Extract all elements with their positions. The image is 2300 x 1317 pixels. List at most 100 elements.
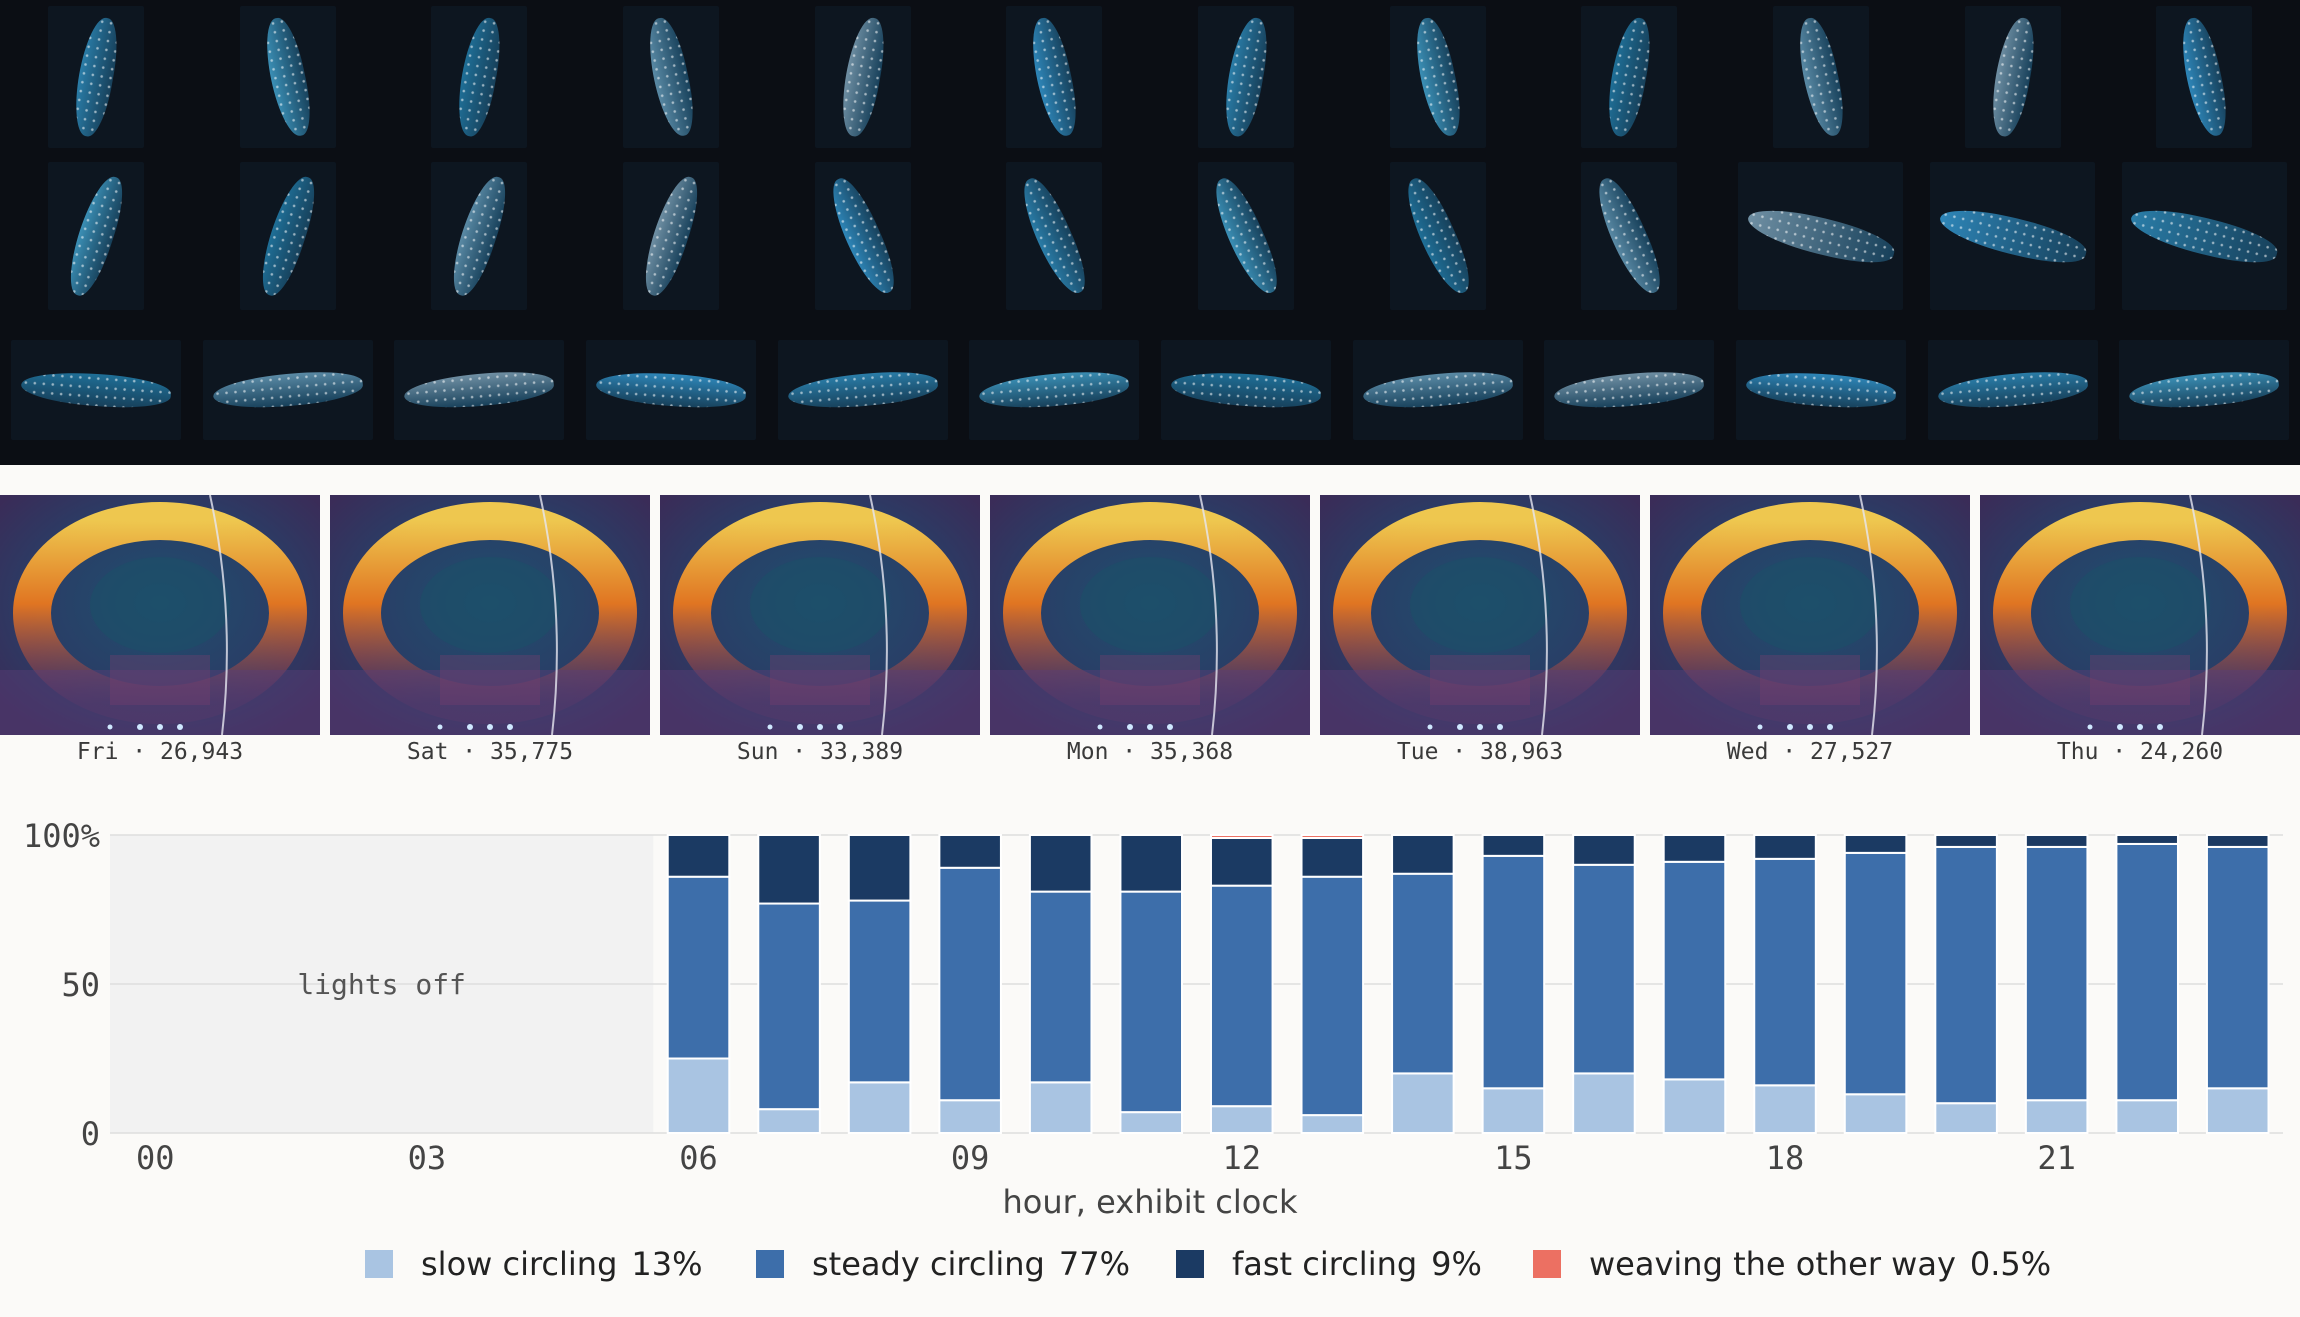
bar-segment-slow-circling (2024, 1099, 2089, 1134)
heatmap-thu[interactable] (1980, 495, 2300, 735)
shark-thumbnail[interactable] (202, 340, 373, 440)
shark-thumbnail[interactable] (1581, 6, 1678, 148)
shark-thumbnail[interactable] (2119, 340, 2290, 440)
shark-thumbnail[interactable] (431, 6, 528, 148)
legend-share-slow: 13% (631, 1245, 703, 1283)
shark-thumbnail[interactable] (1927, 340, 2098, 440)
shark-thumbnail[interactable] (1197, 162, 1294, 310)
bar-segment-slow-circling (1662, 1078, 1727, 1134)
shark-thumbnail[interactable] (1930, 162, 2095, 310)
shark-thumbnail[interactable] (2121, 162, 2287, 310)
bar-segment-weaving-the-other-way (1209, 834, 1274, 839)
bar-segment-slow-circling (1391, 1072, 1455, 1134)
shark-thumbnail[interactable] (585, 340, 756, 440)
bar-segment-steady-circling (1209, 884, 1274, 1108)
heatmap-mon[interactable] (990, 495, 1310, 735)
bar-segment-fast-circling (2024, 834, 2089, 848)
shark-silhouette (2127, 200, 2282, 272)
shark-thumbnail[interactable] (1581, 162, 1678, 310)
legend-share-fast: 9% (1431, 1245, 1482, 1283)
bar-segment-steady-circling (938, 866, 1002, 1102)
shark-thumbnail[interactable] (1006, 6, 1103, 148)
bar-segment-slow-circling (1300, 1114, 1365, 1134)
bar-segment-steady-circling (666, 875, 731, 1060)
shark-silhouette (835, 14, 890, 140)
shark-silhouette (821, 172, 904, 300)
bar-segment-steady-circling (1934, 845, 1998, 1105)
shark-thumbnail[interactable] (1160, 340, 1331, 440)
bar-segment-fast-circling (757, 834, 821, 905)
shark-silhouette (1588, 172, 1670, 300)
legend-label-weaving: weaving the other way (1589, 1245, 1956, 1283)
shark-thumbnail[interactable] (431, 162, 528, 310)
bar-segment-steady-circling (1481, 854, 1546, 1090)
heatmap-tue[interactable] (1320, 495, 1640, 735)
bar-segment-fast-circling (1481, 834, 1546, 857)
shark-thumbnail[interactable] (1197, 6, 1294, 148)
legend-label-slow: slow circling (421, 1245, 618, 1283)
bar-segment-slow-circling (1843, 1093, 1908, 1135)
behavior-by-hour-chart: 0 50 100% lights off 00 03 06 09 12 15 18 21 (0, 805, 2300, 1313)
bar-segment-fast-circling (2205, 834, 2270, 848)
shark-silhouette (1396, 172, 1479, 300)
shark-thumbnail[interactable] (239, 162, 336, 310)
heatmap-fri[interactable] (0, 495, 320, 735)
shark-thumbnail[interactable] (10, 340, 181, 440)
shark-thumbnail[interactable] (814, 162, 911, 310)
bar-segment-fast-circling (1934, 834, 1998, 848)
bar-segment-fast-circling (1209, 836, 1274, 887)
shark-silhouette (594, 368, 747, 412)
shark-silhouette (443, 171, 515, 301)
shark-thumbnail[interactable] (1389, 162, 1486, 310)
bar-segment-steady-circling (2024, 845, 2089, 1102)
x-tick-label: 12 (1223, 1139, 1262, 1177)
shark-thumbnail[interactable] (47, 6, 144, 148)
bar-segment-steady-circling (847, 899, 912, 1084)
shark-thumbnail[interactable] (2156, 6, 2253, 148)
shark-silhouette (1553, 367, 1706, 413)
shark-thumbnail[interactable] (1964, 6, 2061, 148)
legend-label-fast: fast circling (1232, 1245, 1418, 1283)
shark-thumbnail[interactable] (777, 340, 948, 440)
shark-thumbnail[interactable] (394, 340, 565, 440)
shark-silhouette (68, 14, 123, 140)
bar-segment-steady-circling (1119, 890, 1184, 1114)
shark-thumbnail[interactable] (239, 6, 336, 148)
shark-thumbnail[interactable] (1544, 340, 1715, 440)
shark-silhouette (635, 171, 707, 301)
legend-item-fast-circling: fast circling 9% (1176, 1244, 1482, 1284)
shark-thumbnail[interactable] (1738, 162, 1904, 310)
shark-thumbnail[interactable] (1006, 162, 1103, 310)
heatmap-label: Sun · 33,389 (736, 739, 904, 765)
bar-segment-fast-circling (1753, 834, 1817, 860)
heatmap-sun[interactable] (660, 495, 980, 735)
shark-silhouette (1985, 14, 2040, 140)
bar-segment-fast-circling (1300, 836, 1365, 878)
shark-thumbnail[interactable] (814, 6, 911, 148)
heatmap-wed[interactable] (1650, 495, 1970, 735)
bar-segment-slow-circling (1209, 1105, 1274, 1134)
shark-thumbnail[interactable] (969, 340, 1140, 440)
shark-silhouette (1936, 367, 2089, 413)
shark-thumbnail[interactable] (622, 6, 719, 148)
bar-segment-slow-circling (1481, 1087, 1546, 1134)
shark-silhouette (1744, 368, 1897, 412)
shark-thumbnail[interactable] (1735, 340, 1906, 440)
legend-item-weaving: weaving the other way 0.5% (1533, 1244, 2051, 1284)
legend-swatch-weaving (1533, 1250, 1561, 1278)
bar-segment-steady-circling (1662, 860, 1727, 1081)
shark-thumbnail[interactable] (47, 162, 144, 310)
shark-thumbnail[interactable] (1772, 6, 1869, 148)
shark-silhouette (1743, 200, 1898, 272)
shark-silhouette (1601, 14, 1657, 140)
bar-segment-slow-circling (1753, 1084, 1817, 1135)
shark-silhouette (19, 368, 172, 412)
heatmap-sat[interactable] (330, 495, 650, 735)
shark-thumbnail[interactable] (1389, 6, 1486, 148)
shark-silhouette (60, 171, 132, 301)
legend-share-weaving: 0.5% (1969, 1245, 2052, 1283)
shark-thumbnail[interactable] (1352, 340, 1523, 440)
shark-thumbnail[interactable] (622, 162, 719, 310)
bar-segment-steady-circling (2115, 842, 2179, 1102)
bar-segment-fast-circling (1391, 834, 1455, 875)
